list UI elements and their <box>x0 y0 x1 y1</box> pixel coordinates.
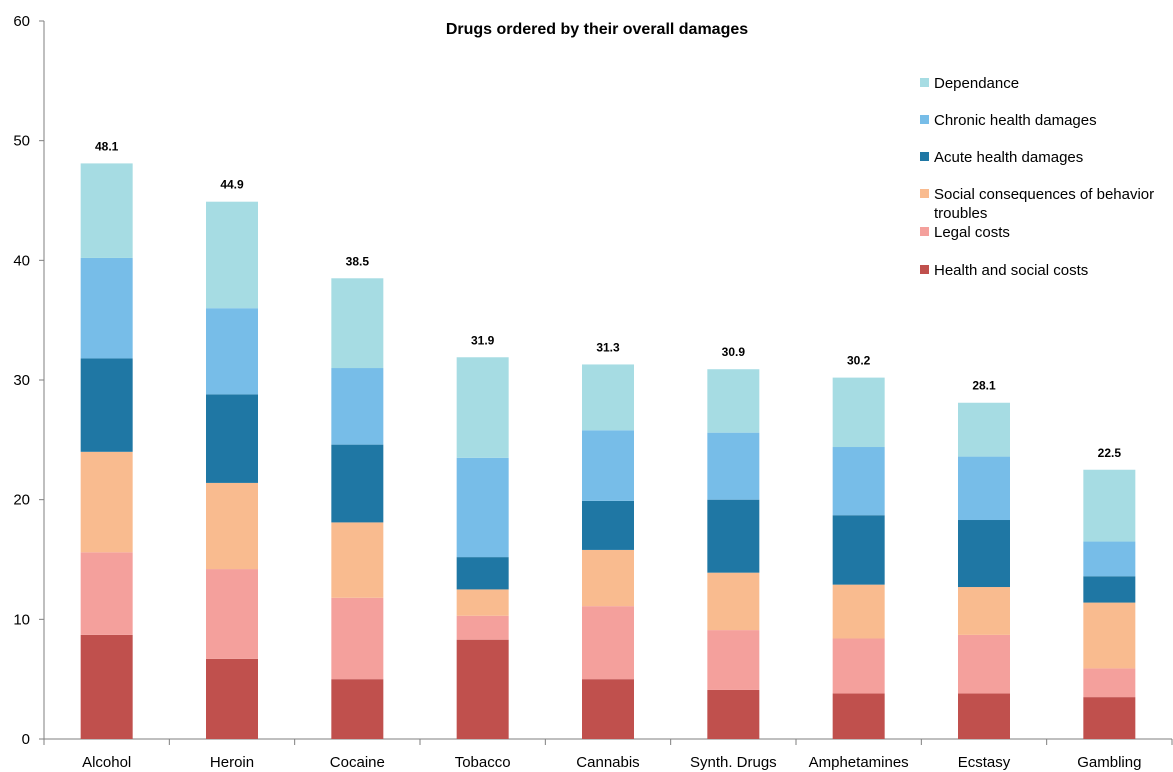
bar-segment-synth-drugs-legal-costs <box>707 630 760 690</box>
bar-segment-cannabis-health-and-social-costs <box>582 679 634 739</box>
legend-label-legal-costs: Legal costs <box>934 224 1010 241</box>
x-tick-label-heroin: Heroin <box>210 754 254 771</box>
bar-segment-synth-drugs-chronic-health-damages <box>707 432 760 500</box>
bar-segment-cannabis-dependance <box>582 364 634 431</box>
x-axis: Alcohol Heroin Cocaine Tobacco Cannabis Synth… <box>43 738 1173 771</box>
chart-title: Drugs ordered by their overall damages <box>446 21 748 38</box>
total-labels: 48.1 44.9 38.5 31.9 31.3 30.9 30.2 28.1 22.5 <box>95 139 1121 459</box>
legend-swatch-dependance <box>920 78 929 87</box>
total-label-alcohol: 48.1 <box>95 139 119 153</box>
legend-swatch-health-and-social-costs <box>920 265 929 274</box>
bar-segment-ecstasy-legal-costs <box>958 634 1010 694</box>
bar-segment-alcohol-dependance <box>80 163 133 258</box>
bar-segment-heroin-health-and-social-costs <box>206 658 258 739</box>
bar-segment-tobacco-chronic-health-damages <box>456 457 509 558</box>
total-label-tobacco: 31.9 <box>471 333 495 347</box>
bar-segment-tobacco-acute-health-damages <box>456 557 509 590</box>
bar-segment-heroin-dependance <box>206 201 258 309</box>
x-tick-label-cocaine: Cocaine <box>330 754 385 771</box>
x-tick-label-ecstasy: Ecstasy <box>958 754 1011 771</box>
x-tick-label-cannabis: Cannabis <box>576 754 639 771</box>
bar-segment-synth-drugs-health-and-social-costs <box>707 689 760 739</box>
legend-label-social-consequences-of-behavior-troubles: Social consequences of behavior troubles <box>934 186 1154 222</box>
total-label-synth-drugs: 30.9 <box>722 345 746 359</box>
bar-segment-ecstasy-dependance <box>958 402 1010 457</box>
bar-segment-synth-drugs-acute-health-damages <box>707 499 760 573</box>
bar-segment-amphetamines-acute-health-damages <box>832 515 885 585</box>
bar-segment-gambling-chronic-health-damages <box>1083 541 1136 577</box>
bars <box>80 163 1136 739</box>
bar-segment-ecstasy-health-and-social-costs <box>958 693 1010 739</box>
bar-segment-cannabis-legal-costs <box>582 606 634 680</box>
y-tick-label: 0 <box>22 731 30 748</box>
y-tick-label: 40 <box>13 252 30 269</box>
bar-segment-tobacco-dependance <box>456 357 509 458</box>
bar-segment-cocaine-legal-costs <box>331 597 384 680</box>
legend-label-health-and-social-costs: Health and social costs <box>934 262 1088 279</box>
bar-segment-cocaine-dependance <box>331 278 384 369</box>
total-label-cocaine: 38.5 <box>346 254 370 268</box>
legend-swatch-social-consequences-of-behavior-troubles <box>920 189 929 198</box>
bar-segment-gambling-health-and-social-costs <box>1083 697 1136 739</box>
y-tick-label: 50 <box>13 133 30 150</box>
total-label-ecstasy: 28.1 <box>972 379 996 393</box>
total-label-heroin: 44.9 <box>220 178 244 192</box>
bar-segment-cannabis-acute-health-damages <box>582 500 634 550</box>
x-tick-label-tobacco: Tobacco <box>455 754 511 771</box>
bar-segment-cocaine-social-consequences-of-behavior-troubles <box>331 522 384 598</box>
legend-swatch-acute-health-damages <box>920 152 929 161</box>
bar-segment-alcohol-health-and-social-costs <box>80 634 133 739</box>
bar-segment-ecstasy-acute-health-damages <box>958 520 1010 588</box>
total-label-cannabis: 31.3 <box>596 340 620 354</box>
bar-segment-synth-drugs-dependance <box>707 369 760 433</box>
bar-segment-tobacco-legal-costs <box>456 615 509 640</box>
bar-segment-gambling-dependance <box>1083 469 1136 542</box>
bar-segment-cocaine-chronic-health-damages <box>331 368 384 445</box>
bar-segment-gambling-legal-costs <box>1083 668 1136 698</box>
bar-segment-cocaine-acute-health-damages <box>331 444 384 523</box>
bar-segment-amphetamines-chronic-health-damages <box>832 447 885 516</box>
bar-segment-synth-drugs-social-consequences-of-behavior-troubles <box>707 572 760 631</box>
x-tick-label-synth-drugs: Synth. Drugs <box>690 754 777 771</box>
legend-label-acute-health-damages: Acute health damages <box>934 149 1083 166</box>
bar-segment-ecstasy-social-consequences-of-behavior-troubles <box>958 587 1010 635</box>
bar-segment-cannabis-chronic-health-damages <box>582 430 634 501</box>
legend: Dependance Chronic health damages Acute he… <box>920 75 1154 279</box>
bar-segment-amphetamines-social-consequences-of-behavior-troubles <box>832 584 885 639</box>
y-tick-label: 20 <box>13 492 30 509</box>
bar-segment-amphetamines-dependance <box>832 377 885 448</box>
y-axis: 0 10 20 30 40 50 60 <box>13 13 45 748</box>
legend-label-chronic-health-damages: Chronic health damages <box>934 112 1097 129</box>
bar-segment-gambling-acute-health-damages <box>1083 576 1136 603</box>
bar-segment-alcohol-social-consequences-of-behavior-troubles <box>80 451 133 553</box>
bar-segment-amphetamines-legal-costs <box>832 638 885 694</box>
legend-swatch-legal-costs <box>920 227 929 236</box>
total-label-gambling: 22.5 <box>1098 446 1122 460</box>
bar-segment-alcohol-acute-health-damages <box>80 358 133 452</box>
bar-segment-cocaine-health-and-social-costs <box>331 679 384 739</box>
bar-segment-cannabis-social-consequences-of-behavior-troubles <box>582 549 634 607</box>
bar-segment-heroin-legal-costs <box>206 569 258 659</box>
total-label-amphetamines: 30.2 <box>847 354 871 368</box>
bar-segment-ecstasy-chronic-health-damages <box>958 456 1010 521</box>
bar-segment-tobacco-social-consequences-of-behavior-troubles <box>456 589 509 616</box>
bar-segment-alcohol-chronic-health-damages <box>80 257 133 359</box>
bar-segment-heroin-chronic-health-damages <box>206 308 258 395</box>
bar-segment-tobacco-health-and-social-costs <box>456 639 509 739</box>
bar-segment-amphetamines-health-and-social-costs <box>832 693 885 739</box>
legend-label-dependance: Dependance <box>934 75 1019 92</box>
x-tick-label-amphetamines: Amphetamines <box>809 754 909 771</box>
y-tick-label: 60 <box>13 13 30 30</box>
bar-segment-gambling-social-consequences-of-behavior-troubles <box>1083 602 1136 669</box>
bar-segment-heroin-social-consequences-of-behavior-troubles <box>206 482 258 570</box>
x-tick-label-gambling: Gambling <box>1077 754 1141 771</box>
bar-segment-alcohol-legal-costs <box>80 552 133 635</box>
y-tick-label: 10 <box>13 611 30 628</box>
legend-swatch-chronic-health-damages <box>920 115 929 124</box>
bar-segment-heroin-acute-health-damages <box>206 394 258 483</box>
y-tick-label: 30 <box>13 372 30 389</box>
x-tick-label-alcohol: Alcohol <box>82 754 131 771</box>
